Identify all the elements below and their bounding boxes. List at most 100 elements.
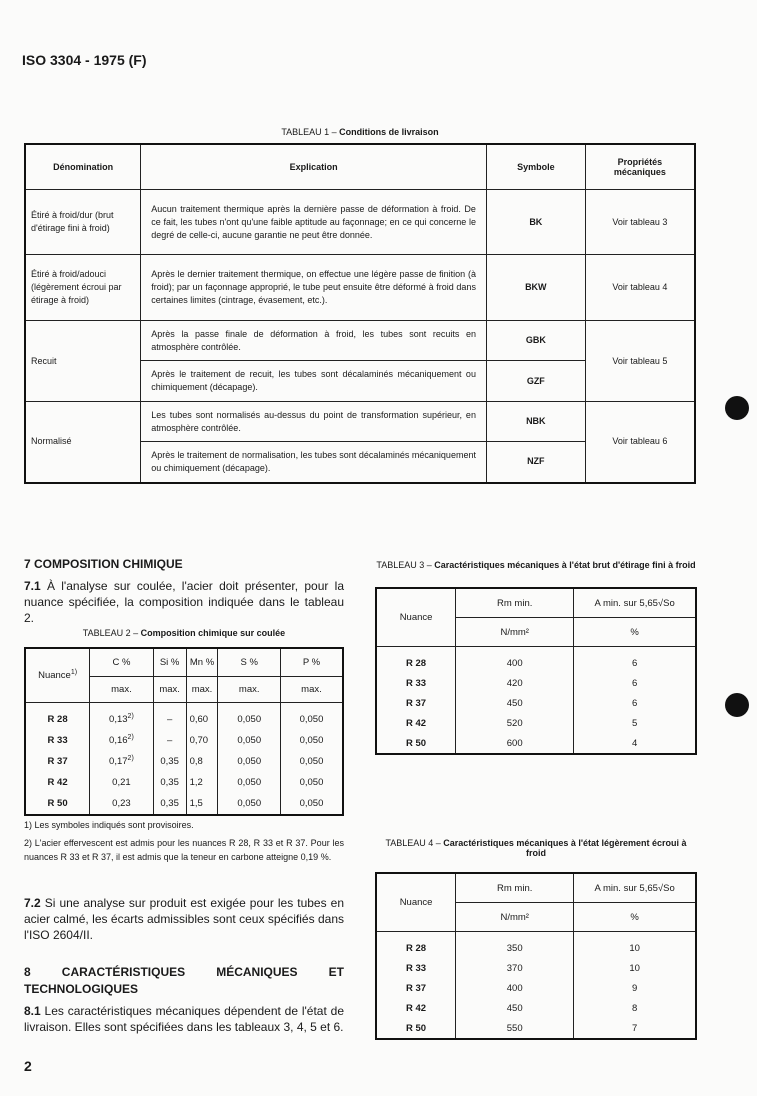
table1-caption: TABLEAU 1 – Conditions de livraison bbox=[24, 127, 696, 137]
rm-value: 350 bbox=[455, 931, 575, 958]
table4-caption: TABLEAU 4 – Caractéristiques mécaniques … bbox=[375, 838, 697, 858]
col-header-a: A min. sur 5,65√So bbox=[573, 587, 697, 618]
rm-value: 420 bbox=[455, 673, 575, 693]
cell: 0,35 bbox=[152, 792, 187, 815]
carbon: 0,162) bbox=[89, 729, 154, 751]
symbol: GBK bbox=[485, 320, 586, 361]
properties: Voir tableau 4 bbox=[584, 254, 696, 321]
table-row: Étiré à froid/dur (brut d'étirage fini à… bbox=[24, 189, 696, 255]
symbol: BKW bbox=[485, 254, 586, 321]
rm-value: 600 bbox=[455, 733, 575, 754]
col-header-nuance: Nuance bbox=[375, 587, 457, 647]
rm-value: 550 bbox=[455, 1018, 575, 1039]
table3-mechanical-cold-drawn: Nuance Rm min. A min. sur 5,65√So N/mm² … bbox=[375, 587, 697, 755]
section-7-heading: 7 COMPOSITION CHIMIQUE bbox=[24, 557, 183, 571]
nuance: R 33 bbox=[375, 673, 457, 693]
caption-prefix: TABLEAU 2 – bbox=[82, 628, 141, 638]
paragraph-7-1: 7.1 À l'analyse sur coulée, l'acier doit… bbox=[24, 578, 344, 626]
rm-value: 370 bbox=[455, 958, 575, 978]
table-row: R 28 0,132) –0,60 0,050 0,050 bbox=[24, 702, 344, 730]
cell: – bbox=[152, 702, 187, 730]
para-number: 7.2 bbox=[24, 896, 41, 910]
table1-delivery-conditions: Dénomination Explication Symbole Proprié… bbox=[24, 143, 696, 484]
caption-text: Caractéristiques mécaniques à l'état lég… bbox=[443, 838, 687, 858]
col-header: P % bbox=[279, 647, 344, 677]
footnote-ref: 2) bbox=[127, 754, 134, 762]
sub-header: max. bbox=[89, 675, 154, 703]
col-header-rm: Rm min. bbox=[455, 587, 575, 618]
symbol: NZF bbox=[485, 441, 586, 483]
table-row: R 37 0,172) 0,35 0,8 0,050 0,050 bbox=[24, 750, 344, 772]
rm-value: 450 bbox=[455, 693, 575, 713]
col-header: S % bbox=[217, 647, 281, 677]
rm-value: 400 bbox=[455, 646, 575, 673]
col-header-a: A min. sur 5,65√So bbox=[573, 872, 697, 903]
cell: 0,050 bbox=[279, 750, 344, 772]
carbon: 0,132) bbox=[89, 702, 154, 730]
cell: 0,60 bbox=[185, 702, 219, 730]
para-text: Les caractéristiques mécaniques dépenden… bbox=[24, 1004, 344, 1034]
cell: 0,050 bbox=[217, 750, 281, 772]
nuance: R 28 bbox=[24, 702, 91, 730]
table-row: R 42 0,21 0,35 1,2 0,050 0,050 bbox=[24, 771, 344, 793]
page-number: 2 bbox=[24, 1058, 32, 1074]
properties: Voir tableau 3 bbox=[584, 189, 696, 255]
table-row: Recuit Après la passe finale de déformat… bbox=[24, 320, 696, 402]
table3-caption: TABLEAU 3 – Caractéristiques mécaniques … bbox=[375, 560, 697, 570]
symbol: NBK bbox=[485, 401, 586, 442]
cell: 0,050 bbox=[279, 792, 344, 815]
nuance: R 28 bbox=[375, 931, 457, 958]
nuance: R 37 bbox=[24, 750, 91, 772]
carbon: 0,21 bbox=[89, 771, 154, 793]
section-8-heading: 8 CARACTÉRISTIQUES MÉCANIQUES ET TECHNOL… bbox=[24, 965, 344, 996]
col-header: C % bbox=[89, 647, 154, 677]
caption-prefix: TABLEAU 1 – bbox=[281, 127, 340, 137]
table2-chemical-composition: Nuance1) C % Si % Mn % S % P % max. max.… bbox=[24, 647, 344, 816]
cell: 1,5 bbox=[185, 792, 219, 815]
cell: 0,050 bbox=[217, 729, 281, 751]
table4-mechanical-lightly-worked: Nuance Rm min. A min. sur 5,65√So N/mm² … bbox=[375, 872, 697, 1040]
properties: Voir tableau 6 bbox=[584, 401, 696, 483]
col-header: Symbole bbox=[485, 143, 586, 190]
denomination: Normalisé bbox=[24, 401, 142, 483]
unit-a: % bbox=[573, 617, 697, 647]
table-row: R 50 600 4 bbox=[375, 733, 697, 754]
explication: Après la passe finale de déformation à f… bbox=[140, 320, 487, 361]
a-value: 6 bbox=[573, 646, 697, 673]
caption-prefix: TABLEAU 3 – bbox=[376, 560, 435, 570]
value: 0,23 bbox=[112, 798, 131, 810]
col-header-nuance: Nuance1) bbox=[24, 647, 91, 703]
para-number: 7.1 bbox=[24, 579, 41, 593]
value: 0,21 bbox=[112, 777, 131, 789]
col-header: Si % bbox=[152, 647, 187, 677]
cell: 0,050 bbox=[217, 702, 281, 730]
caption-text: Conditions de livraison bbox=[339, 127, 439, 137]
col-header: Dénomination bbox=[24, 143, 142, 190]
table-row: R 37 400 9 bbox=[375, 978, 697, 998]
denomination: Étiré à froid/adouci (légèrement écroui … bbox=[24, 254, 142, 321]
nuance: R 42 bbox=[375, 998, 457, 1018]
cell: 1,2 bbox=[185, 771, 219, 793]
table2-caption: TABLEAU 2 – Composition chimique sur cou… bbox=[24, 628, 344, 638]
label: Nuance bbox=[38, 670, 71, 682]
denomination: Étiré à froid/dur (brut d'étirage fini à… bbox=[24, 189, 142, 255]
col-header: Propriétés mécaniques bbox=[584, 143, 696, 190]
unit-rm: N/mm² bbox=[455, 902, 575, 932]
table-row: R 50 550 7 bbox=[375, 1018, 697, 1039]
explication: Après le traitement de recuit, les tubes… bbox=[140, 360, 487, 402]
caption-text: Caractéristiques mécaniques à l'état bru… bbox=[434, 560, 696, 570]
caption-text: Composition chimique sur coulée bbox=[140, 628, 286, 638]
footnote-2: 2) L'acier effervescent est admis pour l… bbox=[24, 838, 344, 862]
table-row: R 37 450 6 bbox=[375, 693, 697, 713]
sub-header: max. bbox=[279, 675, 344, 703]
unit-rm: N/mm² bbox=[455, 617, 575, 647]
cell: 0,050 bbox=[279, 771, 344, 793]
explication: Après le traitement de normalisation, le… bbox=[140, 441, 487, 483]
para-number: 8.1 bbox=[24, 1004, 41, 1018]
explication: Aucun traitement thermique après la dern… bbox=[140, 189, 487, 255]
a-value: 4 bbox=[573, 733, 697, 754]
table-row: Après le traitement de normalisation, le… bbox=[25, 441, 695, 483]
a-value: 10 bbox=[573, 958, 697, 978]
a-value: 6 bbox=[573, 693, 697, 713]
nuance: R 50 bbox=[24, 792, 91, 815]
